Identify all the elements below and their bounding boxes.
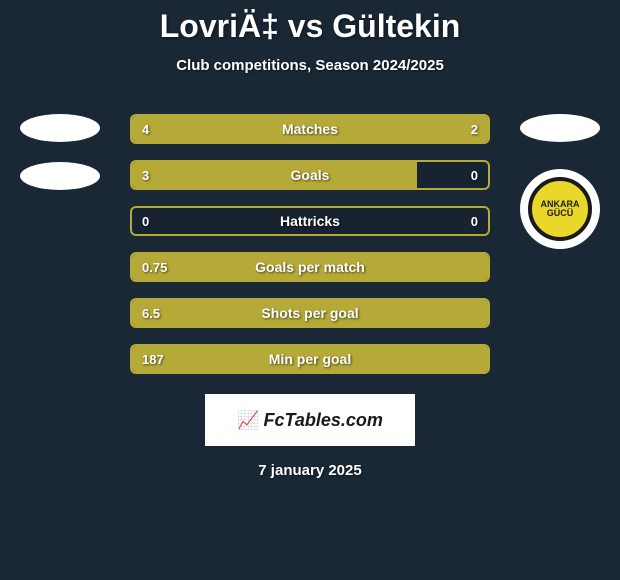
stat-left-value: 4	[142, 122, 149, 137]
subtitle: Club competitions, Season 2024/2025	[0, 57, 620, 74]
stat-label: Goals per match	[255, 259, 365, 275]
stat-left-fill	[132, 162, 417, 188]
player-icon-placeholder	[20, 114, 100, 142]
stat-left-value: 0.75	[142, 260, 167, 275]
stat-right-value: 2	[471, 122, 478, 137]
date-label: 7 january 2025	[0, 462, 620, 479]
brand-box: 📈 FcTables.com	[205, 394, 415, 446]
stat-row: 0.75 Goals per match	[130, 252, 490, 282]
player-icon-placeholder	[20, 162, 100, 190]
stat-bars: 4 2 Matches 3 0 Goals 0 0 Hattricks 0.75 Goals per…	[130, 114, 490, 374]
stat-row: 3 0 Goals	[130, 160, 490, 190]
stat-left-value: 0	[142, 214, 149, 229]
stat-row: 4 2 Matches	[130, 114, 490, 144]
stat-label: Hattricks	[280, 213, 340, 229]
stat-label: Goals	[291, 167, 330, 183]
club-badge-label: ANKARA GÜCÜ	[528, 177, 592, 241]
stat-row: 0 0 Hattricks	[130, 206, 490, 236]
stat-right-value: 0	[471, 168, 478, 183]
stat-left-value: 3	[142, 168, 149, 183]
stat-row: 6.5 Shots per goal	[130, 298, 490, 328]
chart-area: ANKARA GÜCÜ 42Matches30Goals00Hattricks0…	[0, 114, 620, 374]
stat-right-value: 0	[471, 214, 478, 229]
brand-label: FcTables.com	[264, 410, 383, 431]
stat-label: Matches	[282, 121, 338, 137]
brand-icon: 📈	[237, 410, 259, 431]
stat-label: Shots per goal	[261, 305, 358, 321]
stat-label: Min per goal	[269, 351, 351, 367]
left-player-icons	[20, 114, 100, 190]
stat-left-value: 187	[142, 352, 164, 367]
right-player-icon	[520, 114, 600, 142]
player-icon-placeholder	[520, 114, 600, 142]
page-title: LovriÄ‡ vs Gültekin	[0, 0, 620, 45]
stat-row: 187 Min per goal	[130, 344, 490, 374]
stat-left-value: 6.5	[142, 306, 160, 321]
club-badge: ANKARA GÜCÜ	[520, 169, 600, 249]
